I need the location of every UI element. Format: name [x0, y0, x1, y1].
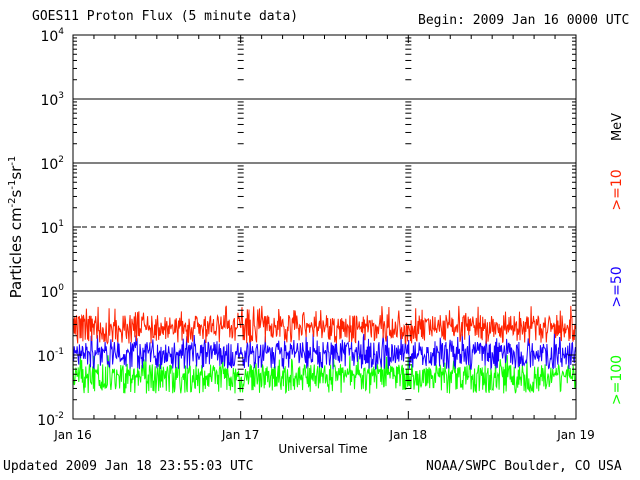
series-line-ge100: [72, 355, 577, 395]
y-tick-label: 102: [40, 155, 64, 173]
data-source: NOAA/SWPC Boulder, CO USA: [426, 459, 622, 474]
chart-title: GOES11 Proton Flux (5 minute data): [32, 9, 299, 24]
begin-time: Begin: 2009 Jan 16 0000 UTC: [418, 13, 630, 28]
y-tick-label: 10-1: [37, 347, 64, 365]
y-tick-label: 101: [40, 219, 64, 237]
legend-label-ge50: >=50: [609, 266, 625, 307]
updated-timestamp: Updated 2009 Jan 18 23:55:03 UTC: [3, 459, 254, 474]
y-tick-label: 10-2: [37, 411, 64, 429]
legend-label-ge100: >=100: [609, 355, 625, 405]
x-tick-label: Jan 18: [389, 428, 428, 442]
legend-label-ge10: >=10: [609, 169, 625, 210]
legend-unit-label: MeV: [610, 113, 625, 141]
x-tick-label: Jan 19: [556, 428, 595, 442]
x-tick-label: Jan 16: [53, 428, 92, 442]
y-axis-label: Particles cm-2s-1sr-1: [7, 156, 25, 299]
x-tick-label: Jan 17: [221, 428, 260, 442]
y-tick-label: 100: [40, 283, 64, 301]
y-tick-label: 103: [40, 91, 64, 109]
series-line-ge10: [72, 305, 577, 345]
y-tick-label: 104: [40, 27, 64, 45]
series-line-ge50: [72, 333, 577, 371]
x-axis-label: Universal Time: [278, 442, 367, 456]
